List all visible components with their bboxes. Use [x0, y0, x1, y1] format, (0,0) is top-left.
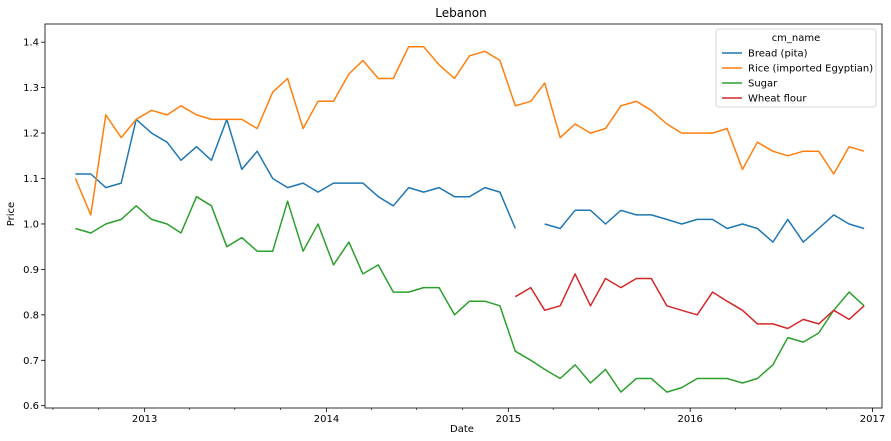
- y-axis-label: Price: [6, 202, 17, 226]
- x-tick-label: 2013: [132, 414, 157, 425]
- x-tick-label: 2014: [314, 414, 339, 425]
- legend-entry: Wheat flour: [748, 94, 807, 105]
- plot-frame: [44, 23, 883, 409]
- x-axis-label: Date: [450, 424, 474, 435]
- x-axis: 2013 2014 2015 2016 2017: [52, 408, 885, 425]
- y-tick-label: 1.4: [23, 38, 39, 49]
- legend-entry: Sugar: [748, 79, 778, 90]
- series-line-bread-pita: [75, 118, 516, 229]
- y-tick-label: 1.2: [23, 129, 39, 140]
- x-tick-label: 2015: [496, 414, 521, 425]
- x-tick-label: 2017: [860, 414, 885, 425]
- legend-title: cm_name: [772, 33, 821, 44]
- legend: cm_name Bread (pita) Rice (imported Egypti…: [715, 28, 877, 108]
- legend-entry: Bread (pita): [748, 49, 808, 60]
- legend-box: [715, 28, 877, 108]
- y-tick-label: 0.9: [23, 265, 39, 276]
- series-lines: [74, 45, 865, 393]
- y-tick-label: 1.0: [23, 219, 39, 230]
- y-tick-label: 1.1: [23, 174, 39, 185]
- x-tick-label: 2016: [677, 414, 702, 425]
- y-tick-label: 1.3: [23, 83, 39, 94]
- y-tick-label: 0.8: [23, 310, 39, 321]
- series-line-bread-pita: [544, 209, 865, 243]
- series-line-rice-imported-egyptian: [74, 45, 865, 216]
- plot-area: [44, 23, 883, 409]
- y-axis: 0.6 0.7 0.8 0.9 1.0 1.1 1.2 1.3 1.4: [23, 38, 45, 412]
- series-line-sugar: [75, 195, 865, 393]
- legend-entry: Rice (imported Egyptian): [748, 64, 873, 75]
- y-tick-label: 0.7: [23, 356, 39, 367]
- series-line-wheat-flour: [514, 273, 865, 330]
- y-tick-label: 0.6: [23, 401, 39, 412]
- chart-title: Lebanon: [435, 6, 486, 20]
